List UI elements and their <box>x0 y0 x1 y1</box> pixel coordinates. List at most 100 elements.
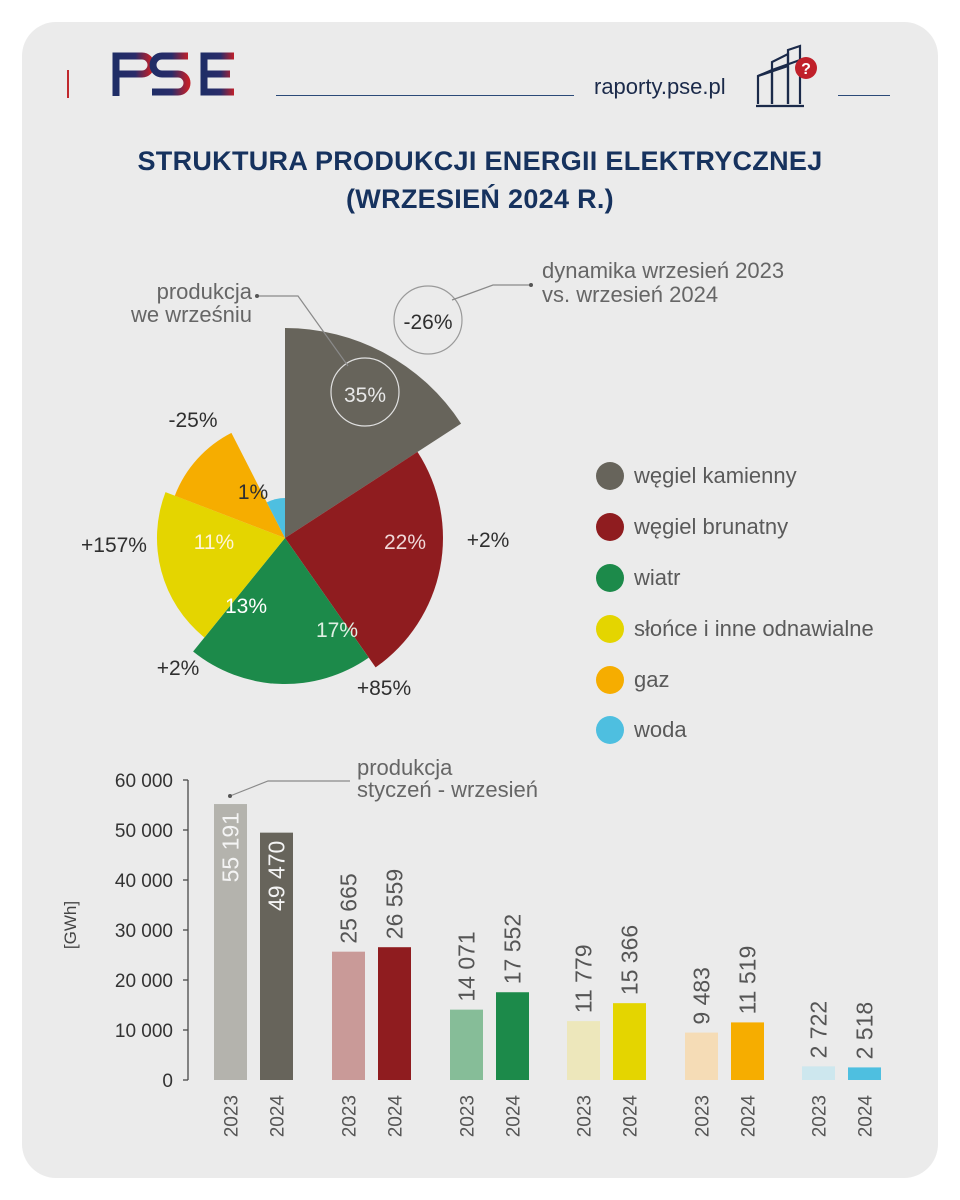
legend-dot-wegiel-kamienny <box>596 462 624 490</box>
callout-circle <box>393 285 463 355</box>
x-tick-label: 2024 <box>856 1095 877 1138</box>
bar-2023-wiatr <box>450 1009 483 1080</box>
y-tick-label: 30 000 <box>115 921 173 942</box>
y-tick-label: 60 000 <box>115 771 173 792</box>
legend-item: gaz <box>596 660 916 700</box>
bar-2023-gaz <box>685 1032 718 1080</box>
bar-2023-wegiel-brunatny <box>332 951 365 1080</box>
pie-slice-wegiel-brunatny <box>285 451 443 668</box>
bar-2024-wegiel-kamienny <box>260 832 293 1080</box>
bar-value-label: 15 366 <box>617 925 643 995</box>
pie-change-label: -25% <box>168 409 217 432</box>
x-tick-label: 2024 <box>386 1095 407 1138</box>
x-tick-label: 2023 <box>575 1095 596 1137</box>
chart-title-line2: (WRZESIEŃ 2024 R.) <box>346 184 614 214</box>
legend-item: woda <box>596 710 916 750</box>
report-buildings-icon: ? <box>756 44 817 108</box>
bar-2023-woda <box>802 1066 835 1080</box>
legend-label: woda <box>634 717 687 742</box>
pie-change-label: -26% <box>403 311 452 334</box>
x-tick-label: 2023 <box>222 1095 243 1137</box>
callout-circle <box>330 357 400 427</box>
bar-callout-leader-line <box>229 780 350 797</box>
x-tick-label: 2023 <box>810 1095 831 1137</box>
legend-dot-gaz <box>596 666 624 694</box>
legend-label: węgiel brunatny <box>634 514 789 539</box>
pie-callout-text: produkcja <box>157 279 253 304</box>
bar-value-label: 55 191 <box>218 812 244 882</box>
bar-callout-dot <box>228 794 232 798</box>
pie-value-label: 17% <box>316 619 358 642</box>
header-rule-right <box>838 95 890 96</box>
legend-label: gaz <box>634 667 670 692</box>
pie-value-label: 35% <box>344 384 386 407</box>
x-tick-label: 2023 <box>693 1095 714 1137</box>
y-tick-label: 20 000 <box>115 971 173 992</box>
site-url[interactable]: raporty.pse.pl <box>594 74 726 99</box>
y-tick-label: 50 000 <box>115 821 173 842</box>
legend-dot-slonce <box>596 615 624 643</box>
callout-leader-line <box>451 284 531 301</box>
accent-line <box>67 70 69 98</box>
x-tick-label: 2023 <box>458 1095 479 1137</box>
bar-value-label: 2 518 <box>852 1002 878 1060</box>
bar-value-label: 2 722 <box>806 1001 832 1059</box>
chart-title-line1: STRUKTURA PRODUKCJI ENERGII ELEKTRYCZNEJ <box>137 146 823 176</box>
callout-dot <box>529 283 533 287</box>
legend-item: węgiel kamienny <box>596 456 916 496</box>
bar-callout-text: produkcja <box>357 755 453 780</box>
pie-slice-woda <box>266 498 285 538</box>
svg-text:?: ? <box>801 61 811 78</box>
bar-2024-slonce <box>613 1003 646 1080</box>
bar-value-label: 49 470 <box>264 841 290 911</box>
pie-value-label: 11% <box>194 531 234 554</box>
bar-value-label: 14 071 <box>454 931 480 1001</box>
bar-2024-woda <box>848 1067 881 1080</box>
x-tick-label: 2024 <box>739 1095 760 1138</box>
pie-callout-text: we wrześniu <box>130 302 252 327</box>
y-axis-label: [GWh] <box>61 901 80 949</box>
legend-label: węgiel kamienny <box>634 463 797 488</box>
pie-slice-slonce <box>156 492 285 638</box>
bar-value-label: 11 519 <box>735 946 761 1015</box>
legend-dot-woda <box>596 716 624 744</box>
pse-logo <box>112 52 234 96</box>
pie-change-label: +2% <box>467 529 510 552</box>
dynamics-callout-text: dynamika wrzesień 2023 <box>542 258 784 283</box>
legend-item: słońce i inne odnawialne <box>596 609 916 649</box>
bar-value-label: 26 559 <box>382 869 408 939</box>
y-tick-label: 10 000 <box>115 1021 173 1042</box>
pie-slice-gaz <box>174 432 285 538</box>
polar-chart: 35% 22% 17% 13% 11% 1% -26% +2% +85% +2% +157% -25%… <box>81 258 784 700</box>
bar-2023-slonce <box>567 1021 600 1080</box>
pie-change-label: +2% <box>157 657 200 680</box>
dynamics-callout-text: vs. wrzesień 2024 <box>542 282 718 307</box>
bar-value-label: 25 665 <box>336 873 362 943</box>
bar-chart: 0 10 000 20 000 30 000 40 000 50 000 60 000 [GW… <box>61 755 881 1137</box>
bar-2024-wiatr <box>496 992 529 1080</box>
pie-change-label: +85% <box>357 677 411 700</box>
x-tick-label: 2024 <box>621 1095 642 1138</box>
y-tick-label: 0 <box>162 1071 173 1092</box>
header-rule-left <box>276 95 574 96</box>
legend-dot-wegiel-brunatny <box>596 513 624 541</box>
legend-item: wiatr <box>596 558 916 598</box>
bar-value-label: 11 779 <box>571 944 597 1013</box>
pie-value-label: 13% <box>225 595 267 618</box>
bar-2024-wegiel-brunatny <box>378 947 411 1080</box>
x-tick-label: 2024 <box>504 1095 525 1138</box>
pie-change-label: +157% <box>81 534 147 557</box>
legend-dot-wiatr <box>596 564 624 592</box>
legend-item: węgiel brunatny <box>596 507 916 547</box>
legend-label: słońce i inne odnawialne <box>634 616 874 641</box>
bar-callout-text: styczeń - wrzesień <box>357 777 538 802</box>
legend-label: wiatr <box>634 565 681 590</box>
callout-dot <box>255 294 259 298</box>
pie-slice-wiatr <box>193 538 369 685</box>
bar-value-label: 9 483 <box>689 967 715 1025</box>
bar-2023-wegiel-kamienny <box>214 804 247 1080</box>
y-tick-label: 40 000 <box>115 871 173 892</box>
pie-value-label: 1% <box>238 481 268 504</box>
pie-value-label: 22% <box>384 531 426 554</box>
